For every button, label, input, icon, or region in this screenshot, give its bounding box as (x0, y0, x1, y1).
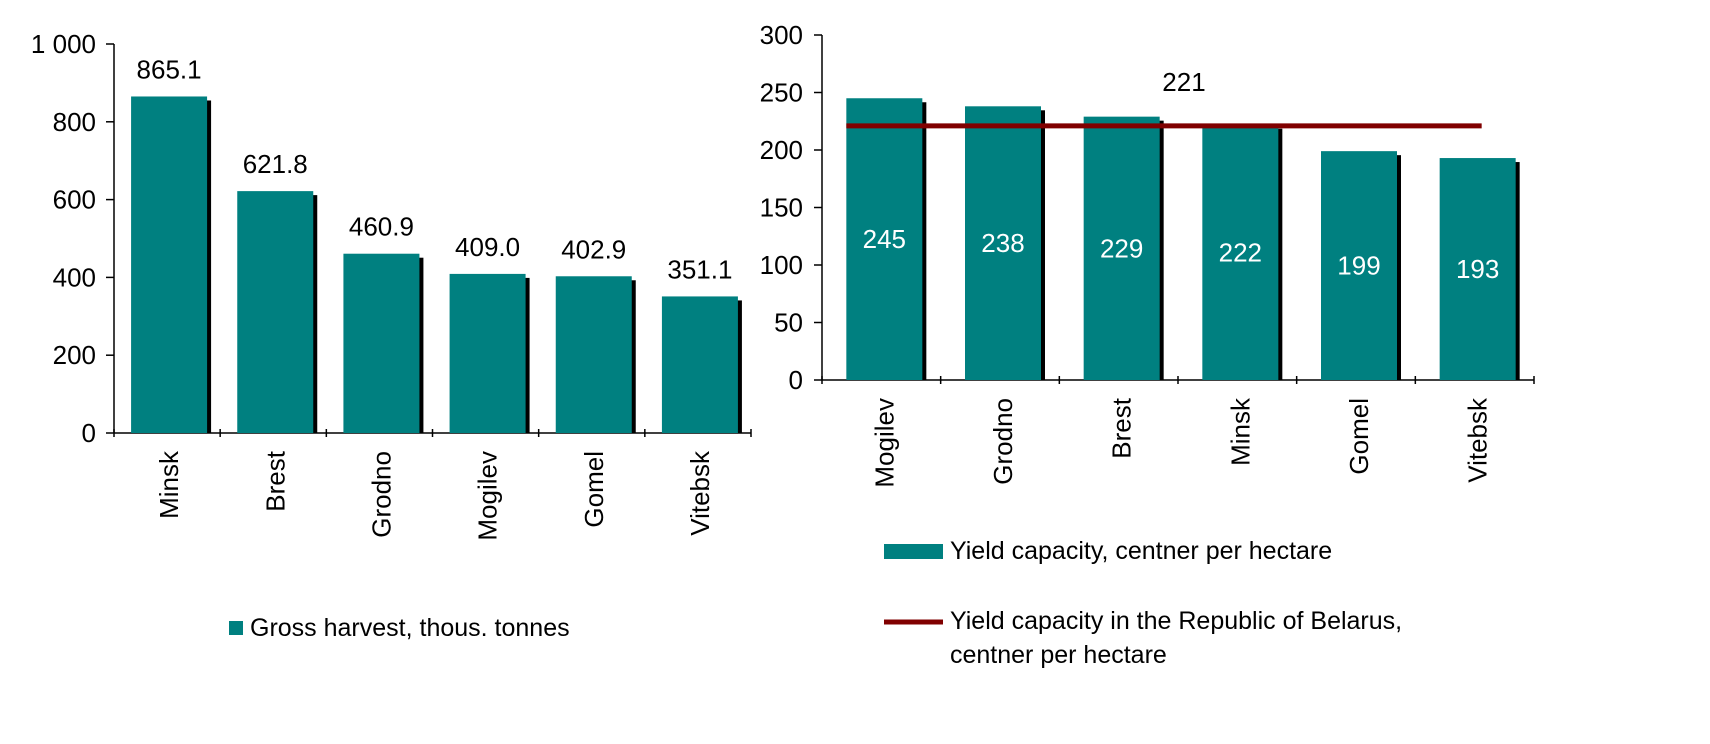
data-label: 245 (863, 224, 906, 254)
data-label: 621.8 (243, 149, 308, 179)
y-tick-label: 200 (760, 135, 803, 165)
bar (661, 296, 738, 433)
data-label: 865.1 (137, 54, 202, 84)
bar (965, 106, 1041, 381)
y-tick-label: 800 (53, 107, 96, 137)
x-tick-label: Gomel (579, 451, 609, 528)
data-label: 229 (1100, 233, 1143, 263)
line-value-label: 221 (1162, 67, 1205, 97)
bar (1083, 116, 1160, 381)
bar (555, 276, 632, 433)
yield-capacity-chart: 0 50 100 150 200 250 300 245 Mogilev 238 Grodno 229… (760, 20, 1535, 669)
data-label: 238 (981, 228, 1024, 258)
x-tick-label: Minsk (154, 450, 184, 519)
data-label: 460.9 (349, 212, 414, 242)
legend-label-line: Yield capacity in the Republic of Belaru… (950, 607, 1402, 635)
bar (237, 191, 314, 433)
y-tick-label: 300 (760, 20, 803, 50)
y-tick-label: 0 (789, 365, 803, 395)
bar (1321, 151, 1397, 380)
bar (1439, 158, 1516, 380)
data-label: 193 (1456, 254, 1499, 284)
data-label: 409.0 (455, 232, 520, 262)
data-label: 351.1 (667, 254, 732, 284)
bar (1202, 124, 1279, 380)
y-tick-label: 1 000 (31, 29, 96, 59)
y-tick-label: 100 (760, 250, 803, 280)
x-tick-label: Minsk (1225, 397, 1255, 466)
legend-swatch (229, 621, 243, 635)
x-tick-label: Gomel (1344, 398, 1374, 475)
x-tick-label: Grodno (366, 451, 396, 538)
bar (131, 96, 208, 433)
bar (846, 98, 923, 380)
data-label: 222 (1219, 237, 1262, 267)
y-tick-label: 250 (760, 78, 803, 108)
y-tick-label: 150 (760, 193, 803, 223)
y-tick-label: 400 (53, 262, 96, 292)
y-tick-label: 600 (53, 185, 96, 215)
x-tick-label: Vitebsk (685, 450, 715, 536)
gross-harvest-chart: 0 200 400 600 800 1 000 865.1 Minsk 621.8 Brest 46… (31, 29, 752, 642)
y-tick-label: 200 (53, 340, 96, 370)
x-tick-label: Brest (260, 450, 290, 511)
x-tick-label: Grodno (988, 398, 1018, 485)
x-tick-label: Mogilev (473, 451, 503, 541)
bar (343, 253, 420, 433)
data-label: 402.9 (561, 234, 626, 264)
data-label: 199 (1337, 251, 1380, 281)
legend-swatch-bar (884, 544, 943, 559)
legend-label-line-2: centner per hectare (950, 641, 1167, 669)
legend-label: Gross harvest, thous. tonnes (250, 614, 570, 642)
x-tick-label: Mogilev (869, 398, 899, 488)
bar (449, 273, 526, 433)
y-tick-label: 50 (774, 308, 803, 338)
x-tick-label: Vitebsk (1463, 397, 1493, 483)
legend-label-bar: Yield capacity, centner per hectare (950, 537, 1332, 565)
x-tick-label: Brest (1107, 397, 1137, 458)
y-tick-label: 0 (82, 418, 96, 448)
